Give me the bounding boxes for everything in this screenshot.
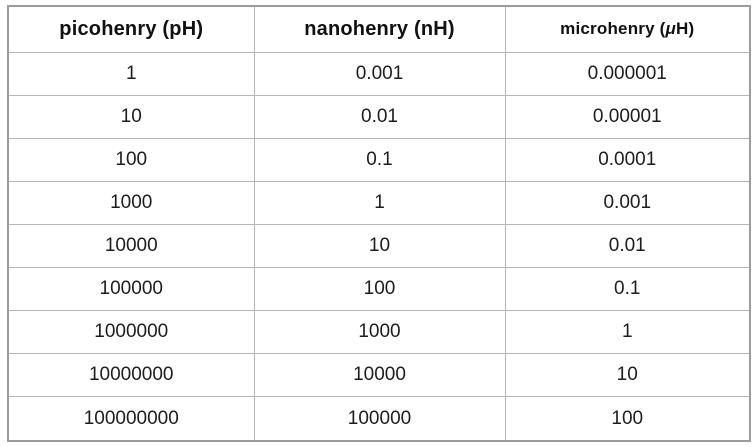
table-cell: 1 [504,310,751,355]
table-cell: 0.000001 [504,51,751,96]
table-cell: 10000000 [7,353,255,398]
table-cell: 0.1 [253,137,506,182]
table-row: 1000 1 0.001 [7,180,751,225]
header-row: picohenry (pH) nanohenry (nH) microhenry… [7,5,751,53]
table-cell: 1000 [253,310,506,355]
header-text-suffix: H) [675,19,695,39]
table-cell: 10 [7,94,255,139]
column-header-nanohenry: nanohenry (nH) [253,5,506,53]
table-header: picohenry (pH) nanohenry (nH) microhenry… [7,5,751,53]
table-row: 100000 100 0.1 [7,267,751,312]
table-row: 100000000 100000 100 [7,396,751,442]
table-cell: 0.01 [504,223,751,269]
header-text-prefix: microhenry ( [560,19,666,39]
column-header-picohenry: picohenry (pH) [7,5,255,53]
table-cell: 100 [504,396,751,442]
table-cell: 1000000 [7,310,255,355]
table-cell: 10 [504,353,751,398]
table-cell: 10000 [253,353,506,398]
table-row: 10000000 10000 10 [7,353,751,398]
table-cell: 0.01 [253,94,506,139]
table-cell: 0.1 [504,267,751,312]
table-cell: 100000 [253,396,506,442]
table-cell: 10 [253,223,506,269]
table-cell: 0.00001 [504,94,751,139]
table-row: 1 0.001 0.000001 [7,51,751,96]
table-row: 1000000 1000 1 [7,310,751,355]
table-cell: 0.0001 [504,137,751,182]
table-row: 10000 10 0.01 [7,223,751,269]
table-cell: 100000000 [7,396,255,442]
table-cell: 1 [7,51,255,96]
table-cell: 100 [7,137,255,182]
inductance-conversion-table: picohenry (pH) nanohenry (nH) microhenry… [7,5,751,442]
table-row: 10 0.01 0.00001 [7,94,751,139]
table-body: 1 0.001 0.000001 10 0.01 0.00001 100 0.1… [7,51,751,442]
table-cell: 0.001 [253,51,506,96]
table-cell: 10000 [7,223,255,269]
table-cell: 1000 [7,180,255,225]
mu-symbol: μ [665,19,676,39]
table-cell: 0.001 [504,180,751,225]
column-header-microhenry: microhenry (μH) [504,5,751,53]
table-row: 100 0.1 0.0001 [7,137,751,182]
table-cell: 100 [253,267,506,312]
table-cell: 100000 [7,267,255,312]
conversion-table-container: picohenry (pH) nanohenry (nH) microhenry… [7,5,751,442]
table-cell: 1 [253,180,506,225]
